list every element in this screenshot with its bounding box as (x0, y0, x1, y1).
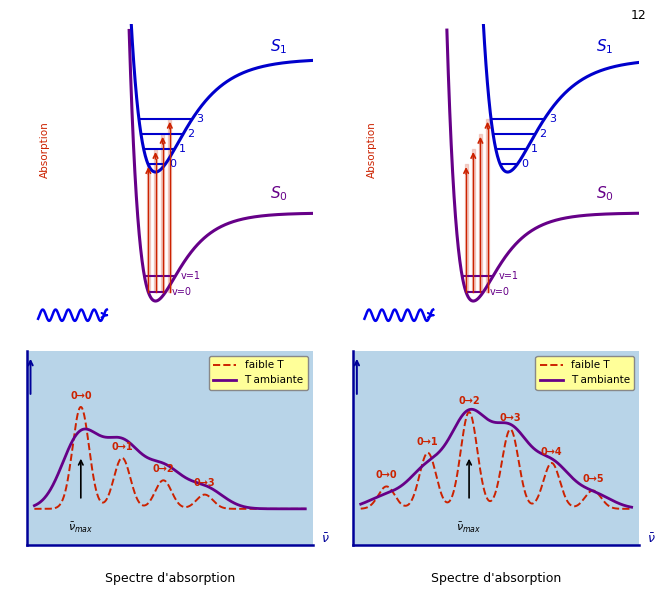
Text: 0→3: 0→3 (194, 479, 216, 488)
Text: $\bar{\nu}$: $\bar{\nu}$ (647, 532, 656, 546)
Text: 2: 2 (187, 129, 194, 139)
Text: Absorption: Absorption (366, 122, 376, 178)
Text: 0→4: 0→4 (541, 447, 563, 457)
Text: 0→5: 0→5 (582, 474, 604, 485)
Text: $\bar{\nu}$: $\bar{\nu}$ (321, 532, 330, 546)
Text: 1: 1 (531, 144, 538, 154)
Text: 0: 0 (521, 159, 529, 169)
Text: Absorption: Absorption (40, 122, 50, 178)
Text: 1: 1 (179, 144, 186, 154)
Text: Spectre d'absorption: Spectre d'absorption (431, 572, 561, 584)
Text: 2: 2 (539, 129, 547, 139)
Text: v=0: v=0 (490, 287, 509, 296)
Text: $S_1$: $S_1$ (596, 37, 613, 56)
Text: $S_1$: $S_1$ (270, 37, 287, 56)
Text: Spectre d'absorption: Spectre d'absorption (105, 572, 235, 584)
Text: $S_0$: $S_0$ (596, 185, 614, 203)
Text: 0→2: 0→2 (153, 464, 174, 474)
Text: 0→2: 0→2 (458, 396, 480, 406)
Text: 3: 3 (196, 114, 204, 124)
Text: 0: 0 (170, 159, 176, 169)
Text: 12: 12 (630, 9, 646, 22)
Text: v=1: v=1 (181, 271, 201, 281)
Text: 3: 3 (549, 114, 555, 124)
Text: 0→1: 0→1 (417, 437, 439, 446)
Text: 0→0: 0→0 (70, 391, 92, 401)
Text: 0→1: 0→1 (111, 442, 133, 452)
Text: v=0: v=0 (172, 287, 192, 296)
Legend: faible T, T ambiante: faible T, T ambiante (535, 356, 634, 390)
Text: 0→0: 0→0 (376, 470, 398, 480)
Text: $S_0$: $S_0$ (270, 185, 288, 203)
Text: $\bar{\nu}_{max}$: $\bar{\nu}_{max}$ (456, 521, 482, 535)
Legend: faible T, T ambiante: faible T, T ambiante (209, 356, 308, 390)
Text: $\bar{\nu}_{max}$: $\bar{\nu}_{max}$ (68, 521, 93, 535)
Text: 0→3: 0→3 (500, 413, 521, 424)
Text: v=1: v=1 (499, 271, 519, 281)
